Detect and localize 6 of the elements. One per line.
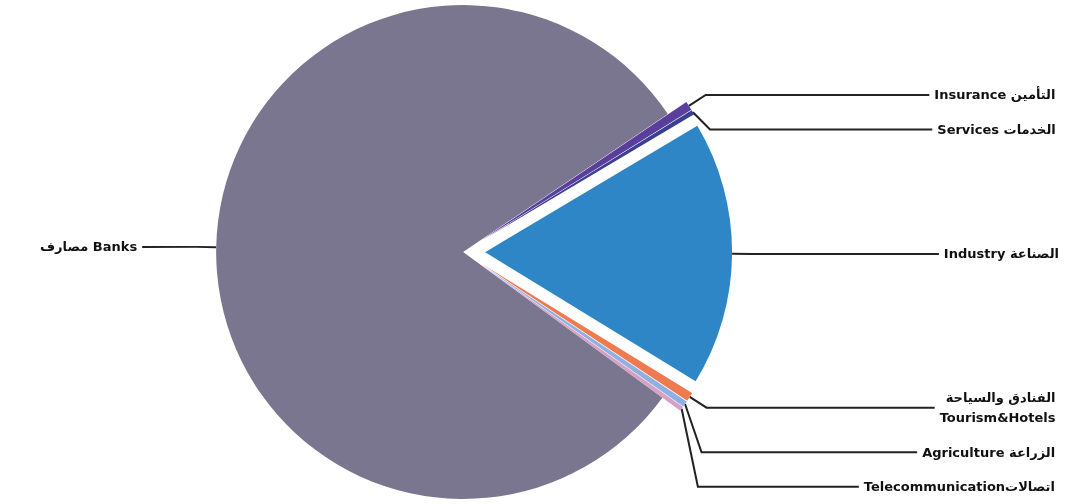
slice-label: Insurance التأمين xyxy=(934,86,1056,103)
slice-label: Industry الصناعة xyxy=(943,246,1059,262)
slice-label: Services الخدمات xyxy=(937,121,1056,137)
slice-label: Agriculture الزراعة xyxy=(922,444,1056,460)
slice-label: Telecommunicationاتصالات xyxy=(863,479,1055,495)
slice-label: مصارف Banks xyxy=(40,239,138,255)
